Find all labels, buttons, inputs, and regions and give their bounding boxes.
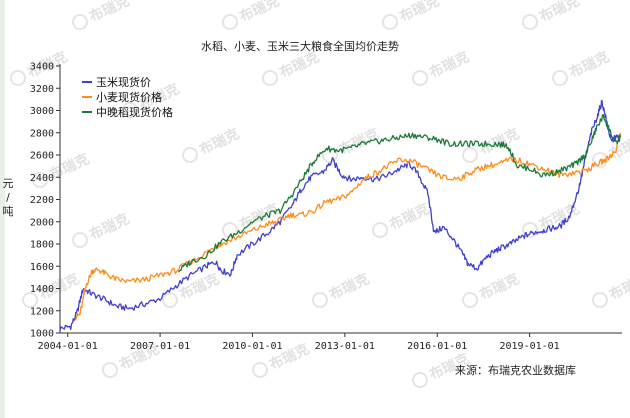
y-tick-label: 1000	[30, 329, 54, 340]
svg-text:布瑞克: 布瑞克	[387, 200, 432, 233]
svg-text:布瑞克: 布瑞克	[477, 270, 522, 303]
y-tick-label: 1400	[30, 284, 54, 295]
source-note: 来源：布瑞克农业数据库	[455, 363, 576, 377]
watermark: 布瑞克	[322, 125, 382, 163]
y-axis-label: 元/吨	[3, 177, 14, 218]
svg-text:布瑞克: 布瑞克	[197, 125, 242, 158]
svg-text:布瑞克: 布瑞克	[327, 270, 372, 303]
watermark-layer: 布瑞克 布瑞克 布瑞克 布瑞克布瑞克布瑞克布瑞克 布瑞克 布瑞克布瑞克布瑞克 布瑞克 布瑞克布…	[10, 0, 630, 388]
x-tick-label: 2013-01-01	[315, 341, 375, 352]
watermark: 布瑞克	[522, 0, 582, 30]
svg-text:布瑞克: 布瑞克	[87, 210, 132, 243]
y-tick-label: 2400	[30, 173, 54, 184]
svg-text:布瑞克: 布瑞克	[567, 48, 612, 81]
watermark: 布瑞克	[182, 125, 242, 163]
svg-text:布瑞克: 布瑞克	[537, 200, 582, 233]
y-tick-label: 3400	[30, 62, 54, 73]
watermark: 布瑞克	[72, 0, 132, 30]
watermark: 布瑞克	[222, 0, 282, 30]
x-tick-label: 2007-01-01	[130, 341, 190, 352]
series-line-2	[74, 132, 622, 321]
y-axis-label-char: 元	[3, 177, 14, 190]
watermark: 布瑞克	[72, 210, 132, 248]
series-layer	[59, 100, 622, 331]
y-tick-label: 2000	[30, 217, 54, 228]
watermark: 布瑞克	[462, 270, 522, 308]
series-line-3	[178, 113, 622, 273]
left-edge-stripe	[0, 0, 5, 418]
watermark: 布瑞克	[412, 48, 472, 86]
y-tick-label: 1200	[30, 306, 54, 317]
legend-label: 中晚稻现货价格	[96, 105, 173, 119]
y-tick-label: 2600	[30, 151, 54, 162]
svg-text:布瑞克: 布瑞克	[87, 0, 132, 26]
legend-label: 小麦现货价格	[96, 90, 162, 104]
x-tick-label: 2010-01-01	[222, 341, 282, 352]
chart-title: 水稻、小麦、玉米三大粮食全国均价走势	[201, 39, 399, 53]
svg-text:布瑞克: 布瑞克	[427, 48, 472, 81]
watermark: 布瑞克	[382, 0, 442, 30]
svg-text:布瑞克: 布瑞克	[337, 125, 382, 158]
legend-label: 玉米现货价	[96, 75, 151, 89]
watermark: 布瑞克	[372, 200, 432, 238]
y-tick-label: 3000	[30, 106, 54, 117]
x-tick-label: 2019-01-01	[500, 341, 560, 352]
svg-text:布瑞克: 布瑞克	[277, 48, 322, 81]
svg-text:布瑞克: 布瑞克	[177, 270, 222, 303]
watermark: 布瑞克	[592, 270, 630, 308]
y-tick-label: 2800	[30, 128, 54, 139]
watermark: 布瑞克	[262, 48, 322, 86]
y-tick-label: 1800	[30, 240, 54, 251]
y-tick-label: 3200	[30, 84, 54, 95]
watermark: 布瑞克	[312, 270, 372, 308]
y-axis-label-char: /	[6, 191, 10, 204]
svg-text:布瑞克: 布瑞克	[237, 0, 282, 26]
svg-text:布瑞克: 布瑞克	[537, 0, 582, 26]
svg-text:布瑞克: 布瑞克	[607, 270, 630, 303]
svg-text:布瑞克: 布瑞克	[397, 0, 442, 26]
series-line-1	[59, 100, 622, 331]
watermark: 布瑞克	[552, 48, 612, 86]
x-tick-label: 2016-01-01	[407, 341, 467, 352]
y-tick-label: 2200	[30, 195, 54, 206]
y-tick-label: 1600	[30, 262, 54, 273]
x-tick-label: 2004-01-01	[38, 341, 98, 352]
y-axis-label-char: 吨	[3, 205, 14, 218]
chart-axes: 1000 1200 1400 1600 1800 2000 2200 2400 2600 2800…	[30, 62, 622, 352]
